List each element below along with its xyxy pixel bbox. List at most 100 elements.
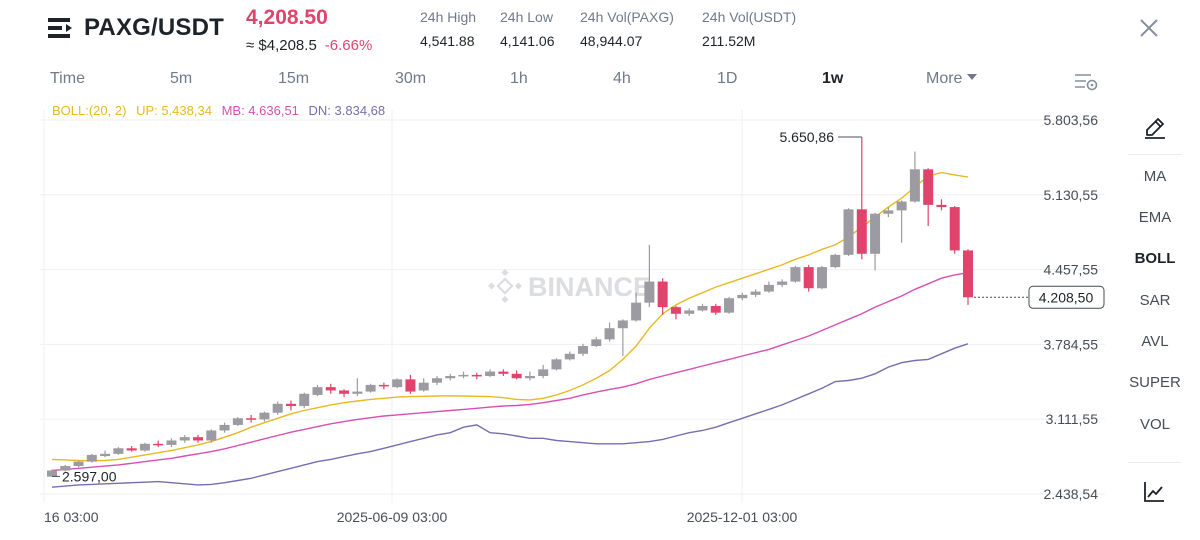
candle-body: [538, 369, 549, 377]
candle-body: [963, 250, 973, 298]
candle-body: [949, 207, 960, 251]
y-tick-label: 5.130,55: [1044, 187, 1099, 203]
caret-down-icon: [967, 74, 978, 80]
candle-body: [352, 391, 363, 394]
pen-icon[interactable]: [1143, 115, 1167, 139]
candle-body: [591, 339, 602, 347]
candle-body: [578, 346, 589, 354]
candle-body: [153, 443, 164, 446]
x-tick-label: 2025-06-09 03:00: [337, 509, 448, 525]
boll-dn: DN: 3.834,68: [308, 103, 386, 118]
sub-price: ≈ $4,208.5 -6.66%: [246, 37, 372, 54]
y-axis: 5.803,56 5.130,55 4.457,55 3.784,55 3.111,55…: [1044, 112, 1099, 502]
boll-mb: MB: 4.636,51: [221, 103, 299, 118]
candle-body: [883, 210, 894, 214]
candle-body: [511, 373, 522, 379]
candle-body: [246, 418, 257, 420]
candle-body: [856, 209, 867, 254]
stat-value: 48,944.07: [580, 33, 643, 49]
y-tick-label: 4.457,55: [1044, 262, 1099, 278]
candle-body: [670, 307, 681, 314]
indicator-sar[interactable]: SAR: [1139, 292, 1171, 309]
candle-body: [405, 379, 416, 392]
candle-body: [471, 374, 482, 377]
boll-mb-line: [51, 272, 969, 472]
tab-1w[interactable]: 1w: [822, 70, 844, 87]
candle-body: [777, 281, 788, 285]
boll-lines: [51, 171, 969, 488]
candle-body: [909, 169, 920, 202]
candle-body: [870, 213, 881, 254]
min-price-label: 2.597,00: [62, 468, 117, 484]
indicator-vol[interactable]: VOL: [1139, 416, 1170, 433]
pair-title[interactable]: PAXG/USDT: [84, 14, 225, 41]
stat-label: 24h Vol(USDT): [702, 9, 797, 25]
candle-body: [697, 306, 708, 311]
candle-body: [763, 284, 774, 292]
candle-body: [724, 298, 735, 313]
candle-body: [644, 281, 655, 303]
candle-body: [564, 353, 575, 360]
candle-body: [551, 359, 562, 370]
candle-body: [392, 379, 403, 388]
last-price-label: 4.208,50: [1039, 289, 1094, 305]
tab-15m[interactable]: 15m: [278, 70, 310, 87]
stat-24h-high: 24h High 4,541.88: [420, 9, 476, 49]
last-price: 4,208.50: [246, 6, 328, 29]
max-price-label: 5.650,86: [780, 129, 835, 145]
candle-body: [710, 306, 721, 313]
indicator-super[interactable]: SUPER: [1129, 374, 1181, 391]
candle-body: [325, 387, 336, 391]
candle-body: [750, 291, 761, 295]
boll-up-line: [51, 171, 969, 462]
candle-body: [936, 204, 947, 208]
candle-body: [113, 448, 124, 454]
tab-more[interactable]: More: [926, 70, 978, 88]
candle-body: [299, 393, 310, 407]
boll-dn-line: [51, 343, 969, 488]
tab-1d[interactable]: 1D: [717, 70, 738, 87]
candles: [47, 136, 973, 477]
stat-value: 4,541.88: [420, 33, 475, 49]
tab-time[interactable]: Time: [50, 70, 85, 87]
close-icon[interactable]: [1138, 17, 1160, 39]
tab-5m[interactable]: 5m: [170, 70, 193, 87]
candle-body: [365, 384, 376, 392]
tab-30m[interactable]: 30m: [395, 70, 427, 87]
chart-settings-icon[interactable]: [1074, 72, 1098, 92]
sidebar-divider: [1128, 154, 1182, 155]
boll-up: UP: 5.438,34: [136, 103, 212, 118]
stat-24h-vol-usdt: 24h Vol(USDT) 211.52M: [702, 9, 796, 49]
annotations: 5.650,86 2.597,00 4.208,50: [52, 129, 1105, 484]
indicator-boll[interactable]: BOLL: [1134, 250, 1176, 267]
candle-body: [378, 384, 389, 387]
y-tick-label: 3.111,55: [1046, 411, 1099, 427]
indicator-ema[interactable]: EMA: [1138, 209, 1172, 226]
tab-4h[interactable]: 4h: [613, 70, 631, 87]
line-chart-icon[interactable]: [1142, 480, 1166, 504]
candle-body: [179, 437, 190, 441]
candle-body: [100, 453, 111, 457]
candle-body: [206, 430, 217, 441]
candle-body: [339, 390, 350, 394]
candlestick-chart[interactable]: BINANCE 5.650,86 2.597,00 4.208,50 5.803,5…: [0, 100, 1120, 530]
candle-body: [445, 376, 456, 379]
y-tick-label: 2.438,54: [1044, 486, 1099, 502]
interval-tabs: Time 5m 15m 30m 1h 4h 1D 1w More: [0, 70, 1120, 94]
candle-body: [524, 376, 535, 379]
candle-body: [219, 424, 230, 431]
candle-body: [312, 387, 323, 395]
candle-body: [830, 254, 841, 268]
tab-1h[interactable]: 1h: [510, 70, 528, 87]
menu-lines-icon[interactable]: [48, 17, 74, 39]
indicator-avl[interactable]: AVL: [1141, 333, 1169, 350]
indicator-ma[interactable]: MA: [1143, 168, 1167, 185]
candle-body: [126, 448, 137, 451]
stat-label: 24h Vol(PAXG): [580, 9, 674, 25]
approx-usd: ≈ $4,208.5: [246, 37, 317, 54]
x-tick-label: 2025-12-01 03:00: [687, 509, 798, 525]
stat-value: 211.52M: [702, 33, 756, 49]
sidebar-divider: [1128, 462, 1182, 463]
candle-body: [193, 437, 204, 441]
price-change: -6.66%: [324, 37, 373, 54]
